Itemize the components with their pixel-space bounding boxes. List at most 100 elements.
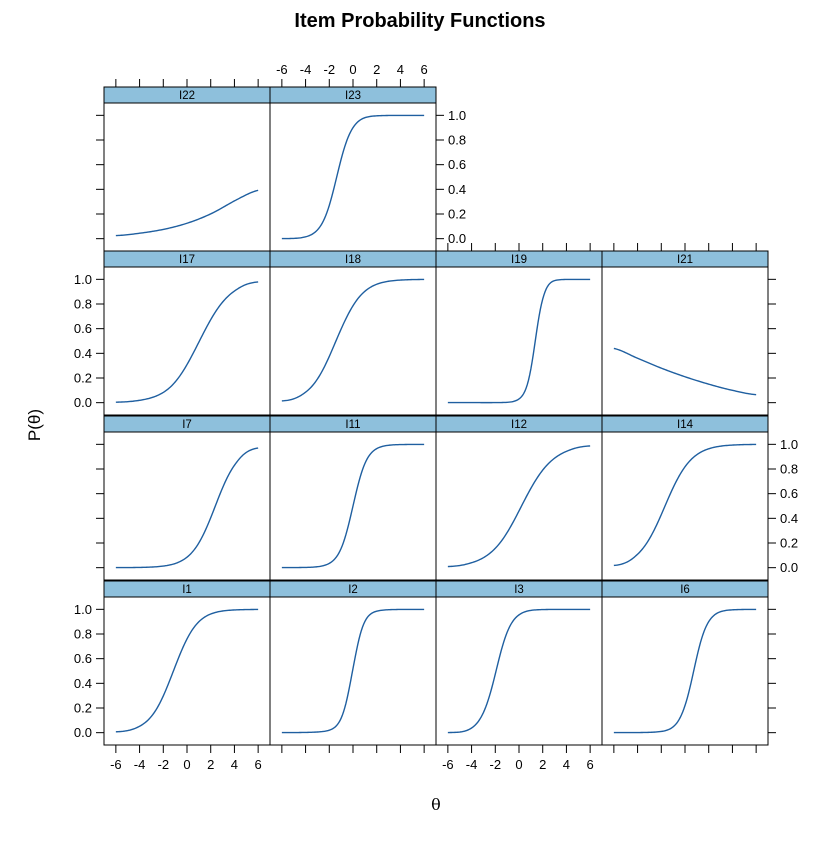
panel-strip-label: I23	[345, 90, 361, 102]
y-axis-right-row1-tick-label: 0.4	[448, 182, 466, 197]
series-line-i18	[281, 278, 425, 402]
x-axis-bottom-col3-tick-label: 0	[515, 757, 522, 772]
y-axis-left-row2-tick-label: 0.8	[74, 297, 92, 312]
y-axis-right-row3-tick-label: 0.8	[780, 462, 798, 477]
panel-strip-label: I22	[179, 90, 195, 102]
panel-strip-label: I3	[514, 584, 524, 596]
series-line-i21	[613, 347, 757, 396]
panel-strip-label: I1	[182, 584, 192, 596]
panel-i6: I6	[601, 580, 769, 746]
y-axis-right-row1-tick-label: 0.6	[448, 157, 466, 172]
panel-strip-label: I18	[345, 254, 361, 266]
x-axis-bottom-col3-tick-label: 6	[587, 757, 594, 772]
x-axis-bottom-col3-tick-label: 2	[539, 757, 546, 772]
y-axis-left-row4-tick-label: 0.4	[74, 676, 92, 691]
y-axis-right-row1-tick-label: 0.8	[448, 133, 466, 148]
y-axis-left-row4-tick-label: 0.6	[74, 651, 92, 666]
series-line-i11	[281, 443, 425, 569]
series-line-i19	[447, 278, 591, 404]
panel-frame	[601, 596, 769, 746]
panel-i11: I11	[269, 415, 437, 581]
y-axis-right-row1-tick-label: 1.0	[448, 108, 466, 123]
panel-i22: I22	[103, 86, 271, 252]
x-axis-bottom-col3-tick-label: -6	[442, 757, 454, 772]
y-axis-right-row3-tick-label: 1.0	[780, 437, 798, 452]
y-axis-left-row4-tick-label: 0.0	[74, 725, 92, 740]
panel-strip-label: I12	[511, 419, 527, 431]
y-axis-left-row4-tick-label: 0.2	[74, 701, 92, 716]
panel-strip-label: I2	[348, 584, 358, 596]
series-line-i22	[115, 189, 259, 237]
y-axis-right-row1-tick-label: 0.0	[448, 231, 466, 246]
panel-frame	[269, 102, 437, 252]
series-line-i23	[281, 114, 425, 240]
series-line-i2	[281, 608, 425, 734]
panel-i1: I1	[103, 580, 271, 746]
panel-frame	[103, 102, 271, 252]
y-axis-left-row4-tick-label: 1.0	[74, 602, 92, 617]
x-axis-title: θ	[431, 795, 441, 814]
series-line-i6	[613, 608, 757, 734]
panel-frame	[103, 266, 271, 416]
panel-strip-label: I7	[182, 419, 192, 431]
y-axis-right-row3-tick-label: 0.0	[780, 560, 798, 575]
panel-frame	[435, 596, 603, 746]
panel-i14: I14	[601, 415, 769, 581]
series-line-i14	[613, 443, 757, 567]
x-axis-top-col2-tick-label: -4	[300, 62, 312, 77]
panel-frame	[269, 266, 437, 416]
x-axis-top-col2-tick-label: -6	[276, 62, 288, 77]
y-axis-right-row3-tick-label: 0.2	[780, 536, 798, 551]
chart-title: Item Probability Functions	[294, 10, 545, 32]
x-axis-top-col2-tick-label: 4	[397, 62, 404, 77]
series-line-i12	[447, 445, 591, 568]
x-axis-bottom-col1-tick-label: 6	[255, 757, 262, 772]
series-line-i3	[447, 608, 591, 734]
x-axis-bottom-col3-tick-label: 4	[563, 757, 570, 772]
y-axis-right-row1-tick-label: 0.2	[448, 207, 466, 222]
y-axis-title: P(θ)	[25, 409, 44, 441]
x-axis-bottom-col1-tick-label: 0	[183, 757, 190, 772]
panel-i17: I17	[103, 250, 271, 416]
x-axis-bottom-col1-tick-label: -4	[134, 757, 146, 772]
panel-i21: I21	[601, 250, 769, 416]
panel-frame	[435, 266, 603, 416]
panel-i7: I7	[103, 415, 271, 581]
series-line-i7	[115, 447, 259, 569]
y-axis-left-row4-tick-label: 0.8	[74, 627, 92, 642]
y-axis-left-row2-tick-label: 0.4	[74, 346, 92, 361]
x-axis-top-col2-tick-label: 0	[349, 62, 356, 77]
series-line-i17	[115, 281, 259, 403]
panel-frame	[601, 266, 769, 416]
x-axis-bottom-col1-tick-label: 2	[207, 757, 214, 772]
x-axis-top-col2-tick-label: 6	[421, 62, 428, 77]
panel-strip-label: I19	[511, 254, 527, 266]
panel-frame	[435, 431, 603, 581]
panel-i23: I23	[269, 86, 437, 252]
x-axis-top-col2-tick-label: -2	[324, 62, 336, 77]
x-axis-bottom-col1-tick-label: 4	[231, 757, 238, 772]
panel-i2: I2	[269, 580, 437, 746]
x-axis-bottom-col3-tick-label: -2	[490, 757, 502, 772]
panel-strip-label: I6	[680, 584, 690, 596]
x-axis-bottom-col3-tick-label: -4	[466, 757, 478, 772]
series-line-i1	[115, 608, 259, 733]
y-axis-right-row3-tick-label: 0.6	[780, 486, 798, 501]
panel-strip-label: I14	[677, 419, 694, 431]
y-axis-left-row2-tick-label: 0.0	[74, 395, 92, 410]
y-axis-left-row2-tick-label: 0.6	[74, 321, 92, 336]
y-axis-right-row3-tick-label: 0.4	[780, 511, 798, 526]
panel-i18: I18	[269, 250, 437, 416]
panel-i3: I3	[435, 580, 603, 746]
y-axis-left-row2-tick-label: 1.0	[74, 272, 92, 287]
panel-i12: I12	[435, 415, 603, 581]
x-axis-bottom-col1-tick-label: -6	[110, 757, 122, 772]
panel-strip-label: I21	[677, 254, 693, 266]
x-axis-bottom-col1-tick-label: -2	[158, 757, 170, 772]
panel-frame	[601, 431, 769, 581]
x-axis-top-col2-tick-label: 2	[373, 62, 380, 77]
panel-frame	[103, 596, 271, 746]
